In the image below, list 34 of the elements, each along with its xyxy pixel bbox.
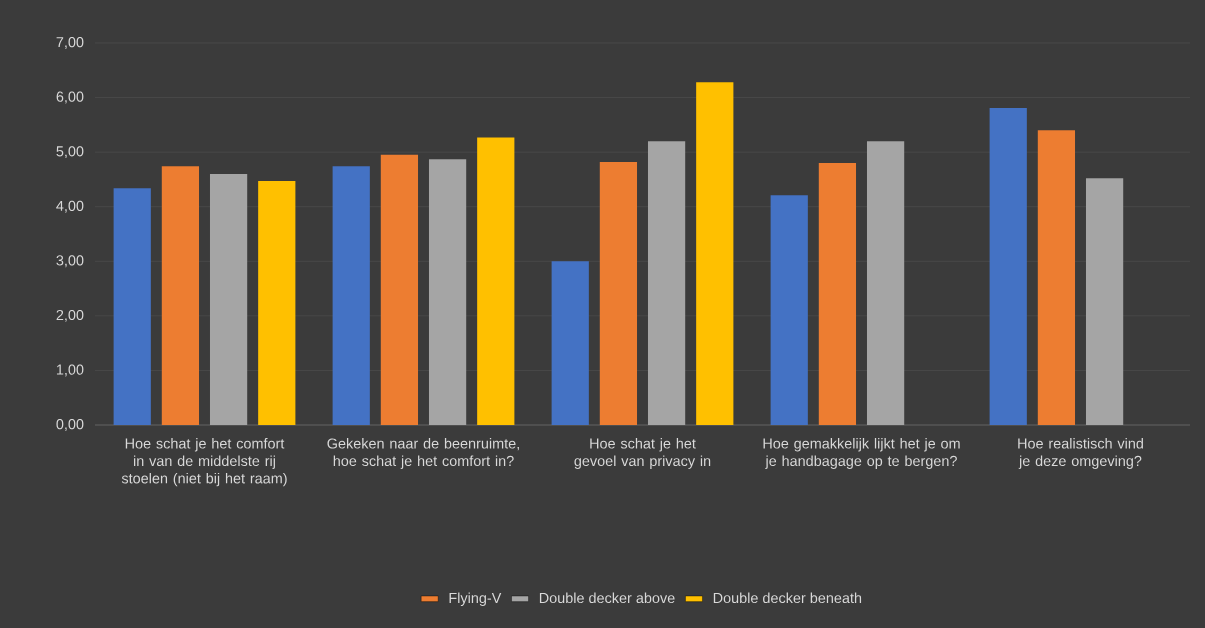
- bar: [989, 107, 1027, 425]
- bar: [161, 166, 200, 425]
- legend-label: Double decker above: [539, 592, 675, 604]
- bar: [113, 188, 151, 425]
- y-tick-label: 1,00: [56, 364, 84, 377]
- y-tick-label: 0,00: [56, 419, 84, 431]
- y-tick-label: 5,00: [56, 146, 84, 159]
- y-tick-label: 7,00: [56, 37, 84, 49]
- legend-label: Flying-V: [449, 592, 502, 606]
- bar: [428, 159, 467, 425]
- y-tick-label: 4,00: [56, 200, 84, 213]
- bar: [818, 163, 857, 425]
- bar: [551, 261, 589, 425]
- bar: [332, 166, 370, 425]
- y-tick-label: 2,00: [56, 309, 84, 322]
- bar: [380, 154, 419, 425]
- bar: [599, 161, 638, 425]
- bar: [477, 137, 515, 425]
- bar: [1037, 130, 1076, 425]
- y-tick-label: 6,00: [56, 91, 84, 104]
- bar: [696, 82, 734, 425]
- x-tick-label: Gekeken naar de beenruimte, hoe schat je het comfort in?: [327, 438, 519, 469]
- bar: [866, 141, 905, 425]
- bar: [258, 181, 296, 425]
- x-tick-label: Hoe gemakkelijk lijkt het je om je handbagage op te bergen?: [763, 438, 960, 469]
- bar: [1085, 178, 1124, 425]
- bar: [647, 141, 686, 425]
- bar: [770, 195, 808, 425]
- x-tick-label: Hoe schat je het comfort in van de middelste rij stoelen (niet bij het raam): [121, 438, 287, 487]
- x-tick-label: Hoe realistisch vind je deze omgeving?: [1018, 438, 1143, 469]
- x-tick-label: Hoe schat je het gevoel van privacy in: [574, 438, 711, 469]
- legend-label: Double decker beneath: [713, 592, 862, 604]
- y-tick-label: 3,00: [56, 255, 84, 268]
- bar: [209, 173, 248, 425]
